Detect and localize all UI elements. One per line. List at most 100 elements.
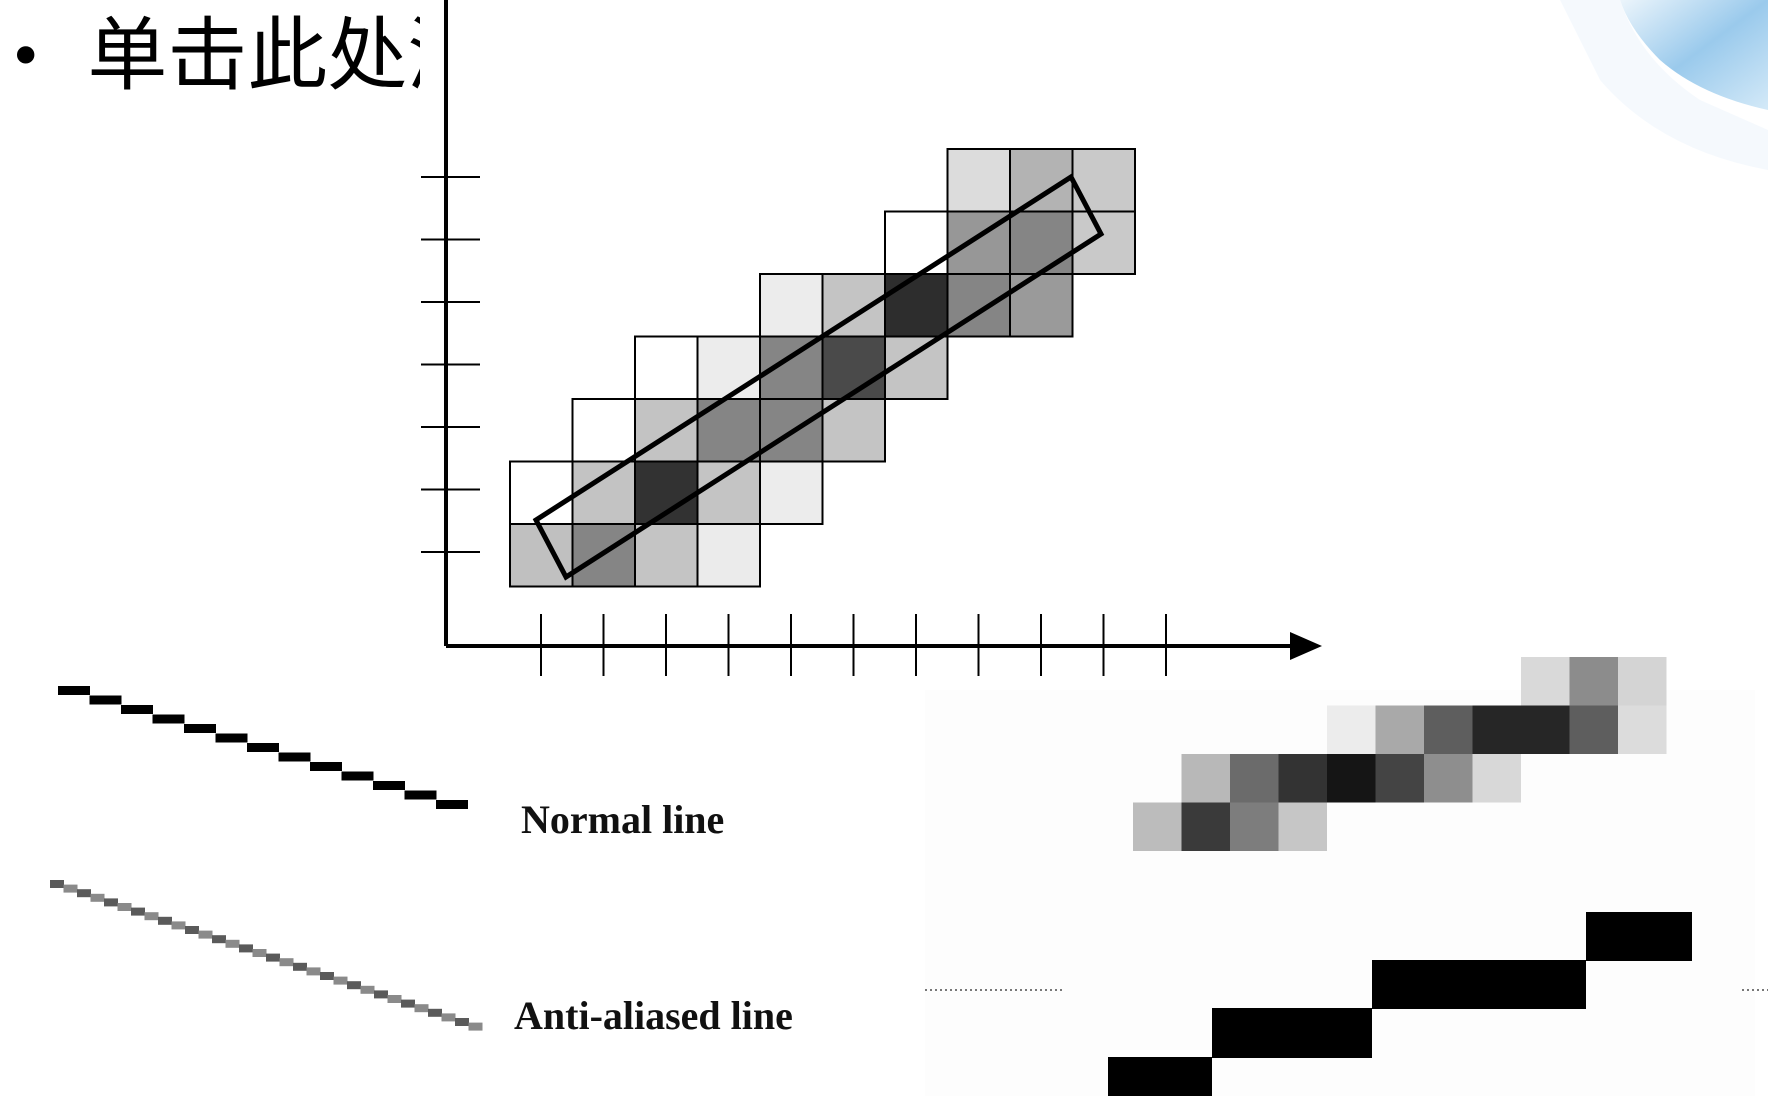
antialiased-line-step: [225, 939, 240, 948]
zoomed-pixel-cell: [1375, 705, 1424, 754]
zoomed-pixel-cell: [1181, 802, 1230, 851]
zoomed-pixel-cell: [1278, 802, 1327, 851]
antialiased-line-step: [131, 907, 145, 916]
zoomed-pixel-cell: [1230, 802, 1279, 851]
pixel-cell: [759, 460, 824, 525]
antialiased-line-step: [428, 1008, 442, 1017]
zoomed-pixel-cell: [1424, 705, 1473, 754]
normal-line-steps: [58, 686, 468, 809]
antialiased-line-step: [347, 981, 361, 990]
normal-line-step: [341, 771, 374, 781]
pixel-cell: [696, 335, 761, 400]
zoomed-pixel-cell: [1327, 705, 1376, 754]
antialiased-line-label: Anti-aliased line: [514, 993, 793, 1038]
antialiased-line-step: [401, 999, 415, 1008]
pixel-cell: [946, 148, 1011, 213]
zoomed-pixel-cell: [1521, 705, 1570, 754]
pixel-cell: [634, 335, 699, 400]
normal-line-label: Normal line: [521, 797, 725, 842]
antialiased-line-step: [77, 889, 91, 898]
corner-glow-shape: [1560, 0, 1768, 170]
pixel-cell: [509, 460, 574, 525]
antialiased-line-step: [185, 926, 199, 934]
normal-line-step: [436, 800, 468, 809]
zoomed-pixel-cell: [1569, 657, 1618, 706]
antialiased-line-step: [279, 958, 294, 967]
antialiased-line-step: [239, 944, 253, 953]
stair-block-4: [1586, 912, 1692, 961]
zoomed-pixel-cell: [1521, 657, 1570, 706]
antialiased-line-step: [293, 962, 307, 971]
normal-line-step: [152, 714, 185, 724]
normal-line-step: [89, 695, 122, 705]
y-axis-ticks: [421, 176, 480, 553]
pixel-cell: [571, 398, 636, 463]
antialiased-line-step: [414, 1004, 429, 1013]
pixel-cell: [884, 273, 949, 338]
normal-line-step: [184, 724, 216, 733]
antialiased-line-step: [50, 880, 64, 888]
antialiased-line-step: [441, 1013, 456, 1022]
corner-swoosh-shape: [1620, 0, 1768, 110]
antialiased-line-step: [158, 916, 172, 925]
normal-line-step: [373, 781, 405, 790]
antialiased-line-step: [144, 912, 159, 921]
title-bullet: •: [8, 22, 44, 92]
antialiased-line-step: [266, 953, 280, 962]
zoomed-pixel-cell: [1472, 705, 1521, 754]
zoomed-pixel-cell: [1569, 705, 1618, 754]
zoomed-pixel-cell: [1424, 754, 1473, 803]
antialiased-line-step: [212, 935, 226, 944]
antialiased-line-step: [360, 985, 375, 994]
pixel-cell: [821, 398, 886, 463]
normal-line-step: [404, 790, 437, 800]
zoomed-pixel-cell: [1618, 657, 1667, 706]
normal-line-step: [278, 752, 311, 762]
zoomed-pixel-cells: [1133, 657, 1667, 851]
antialiased-line-step: [455, 1018, 469, 1026]
normal-line-step: [215, 733, 248, 743]
zoomed-pixel-cell: [1181, 754, 1230, 803]
antialiased-line-steps: [50, 880, 483, 1031]
normal-line-step: [247, 743, 279, 752]
x-axis-arrowhead: [1290, 632, 1322, 660]
antialiased-line-step: [333, 976, 348, 985]
x-axis-ticks: [540, 614, 1167, 676]
antialiased-line-step: [374, 990, 388, 999]
stair-block-1: [1108, 1057, 1212, 1096]
pixel-cell: [1009, 210, 1074, 275]
antialiased-line-step: [117, 903, 132, 911]
pixel-cell: [759, 273, 824, 338]
antialiased-line-step: [320, 972, 334, 980]
zoomed-pixel-cell: [1327, 754, 1376, 803]
antialiased-line-step: [171, 921, 186, 930]
antialiased-line-step: [90, 893, 105, 902]
antialiased-line-step: [63, 884, 78, 893]
antialiased-line-step: [252, 949, 267, 957]
zoomed-pixel-cell: [1230, 754, 1279, 803]
pixel-cell: [1071, 210, 1136, 275]
antialiased-line-step: [198, 930, 213, 939]
normal-line-step: [310, 762, 342, 771]
pixel-cell: [696, 523, 761, 588]
zoomed-pixel-cell: [1278, 754, 1327, 803]
antialiased-line-step: [306, 967, 321, 976]
antialiased-line-step: [468, 1022, 483, 1031]
zoomed-pixel-cell: [1472, 754, 1521, 803]
antialiased-line-step: [387, 995, 402, 1003]
zoomed-pixel-cell: [1375, 754, 1424, 803]
stair-block-2: [1212, 1008, 1372, 1058]
zoomed-pixel-cell: [1618, 705, 1667, 754]
normal-line-step: [121, 705, 153, 714]
line-footprint-rectangle: [532, 173, 1105, 581]
antialiased-line-step: [104, 898, 118, 907]
normal-line-step: [58, 686, 90, 695]
pixel-cell: [634, 523, 699, 588]
pixel-cell: [1009, 273, 1074, 338]
stair-block-3: [1372, 960, 1586, 1009]
